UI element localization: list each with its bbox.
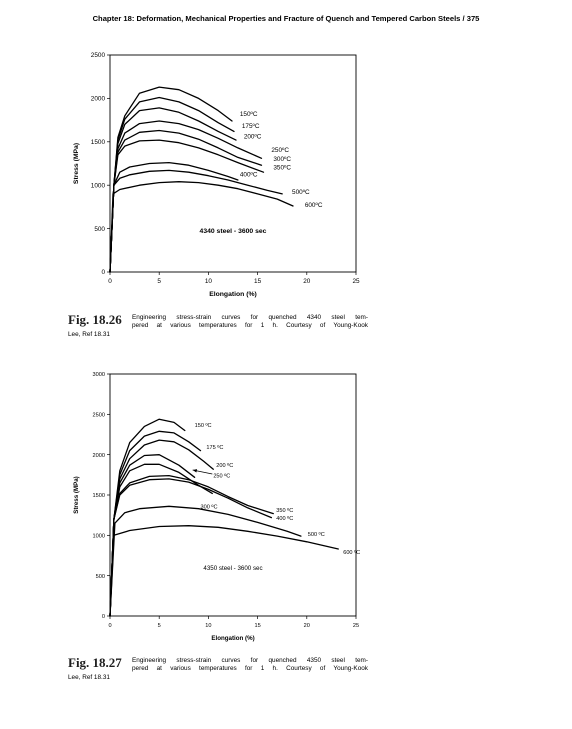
series-label: 600 ºC (343, 549, 360, 556)
running-head: Chapter 18: Deformation, Mechanical Prop… (92, 14, 480, 23)
chart-annotation: 4350 steel - 3600 sec (203, 565, 262, 572)
caption-text: Engineering stress-strain curves for que… (132, 657, 368, 674)
series-line (109, 439, 214, 617)
caption-fig-18-27: Fig. 18.27 Engineering stress-strain cur… (68, 655, 368, 685)
y-tick-label: 2000 (91, 96, 106, 103)
y-tick-label: 3000 (93, 372, 105, 378)
plot-frame (109, 373, 357, 617)
series-line (109, 474, 274, 617)
caption-tail: Lee, Ref 18.31 (68, 331, 110, 338)
y-axis-label: Stress (MPa) (73, 476, 80, 513)
series-line (109, 478, 273, 617)
series-label: 500ºC (292, 189, 310, 196)
chart-annotation: 4340 steel - 3600 sec (200, 228, 267, 235)
x-tick-label: 0 (108, 623, 111, 629)
series-line (109, 139, 265, 273)
series-label: 250ºC (271, 147, 289, 154)
y-tick-label: 500 (94, 226, 105, 233)
y-tick-label: 2000 (93, 453, 105, 459)
series-line (109, 505, 302, 617)
x-axis-label: Elongation (%) (209, 291, 257, 298)
series-label: 150ºC (240, 111, 258, 118)
y-tick-label: 1500 (91, 139, 106, 146)
x-tick-label: 25 (352, 278, 360, 285)
caption-text: Engineering stress-strain curves for que… (132, 314, 368, 331)
x-tick-label: 20 (304, 623, 310, 629)
series-label: 600ºC (305, 202, 323, 209)
series-line (109, 129, 263, 273)
x-tick-label: 15 (254, 278, 262, 285)
series-line (109, 169, 283, 273)
series-label: 350ºC (273, 165, 291, 172)
series-label: 500 ºC (308, 531, 325, 538)
series-label: 250 ºC (213, 472, 230, 479)
y-tick-label: 500 (96, 574, 105, 580)
y-tick-label: 2500 (93, 413, 105, 419)
y-tick-label: 0 (102, 614, 105, 620)
series-line (109, 525, 339, 617)
series-label: 300ºC (273, 156, 291, 163)
y-tick-label: 2500 (91, 52, 106, 59)
series-label: 200ºC (244, 133, 262, 140)
chart-4350-steel: 0 5 10 15 20 25 0 500 1000 1500 2000 2500 3000 Elonga… (0, 362, 572, 652)
caption-tail: Lee, Ref 18.31 (68, 674, 110, 681)
series-label: 400ºC (240, 172, 258, 179)
x-tick-label: 25 (353, 623, 359, 629)
series-label: 350 ºC (276, 507, 293, 514)
x-tick-label: 10 (205, 278, 213, 285)
caption-fig-18-26: Fig. 18.26 Engineering stress-strain cur… (68, 312, 368, 342)
chart-4340-steel: 0 5 10 15 20 25 0 500 1000 1500 2000 2500 Elongation… (0, 40, 572, 310)
series-label: 175ºC (242, 123, 260, 130)
series-line (109, 161, 239, 273)
x-tick-label: 10 (205, 623, 211, 629)
x-tick-label: 20 (303, 278, 311, 285)
caption-line: Engineering stress-strain curves for que… (132, 657, 368, 664)
pointer-arrow-head (192, 469, 198, 473)
series-label: 200 ºC (216, 462, 233, 469)
x-tick-label: 0 (108, 278, 112, 285)
figure-label: Fig. 18.27 (68, 655, 122, 670)
caption-line: pered at various temperatures for 1 h. C… (132, 322, 368, 330)
x-tick-label: 5 (157, 278, 161, 285)
y-tick-label: 0 (101, 269, 105, 276)
series-label: 400 ºC (276, 515, 293, 522)
caption-line: pered at various temperatures for 1 h. C… (132, 665, 368, 673)
caption-line: Engineering stress-strain curves for que… (132, 314, 368, 321)
y-tick-label: 1500 (93, 493, 105, 499)
series-label: 300 ºC (201, 504, 218, 511)
y-tick-label: 1000 (91, 182, 106, 189)
series-label: 150 ºC (195, 422, 212, 429)
series-line (109, 418, 186, 617)
y-axis-label: Stress (MPa) (73, 143, 80, 184)
chart-4350-svg: 0 5 10 15 20 25 0 500 1000 1500 2000 2500 3000 Elonga… (73, 372, 360, 642)
x-tick-label: 15 (254, 623, 260, 629)
x-axis-label: Elongation (%) (211, 635, 254, 642)
y-tick-label: 1000 (93, 534, 105, 540)
figure-label: Fig. 18.26 (68, 312, 122, 327)
series-line (109, 181, 294, 273)
series-label: 175 ºC (206, 444, 223, 451)
plot-frame (109, 54, 357, 273)
chart-4340-svg: 0 5 10 15 20 25 0 500 1000 1500 2000 2500 Elongation… (73, 52, 360, 298)
x-tick-label: 5 (158, 623, 161, 629)
